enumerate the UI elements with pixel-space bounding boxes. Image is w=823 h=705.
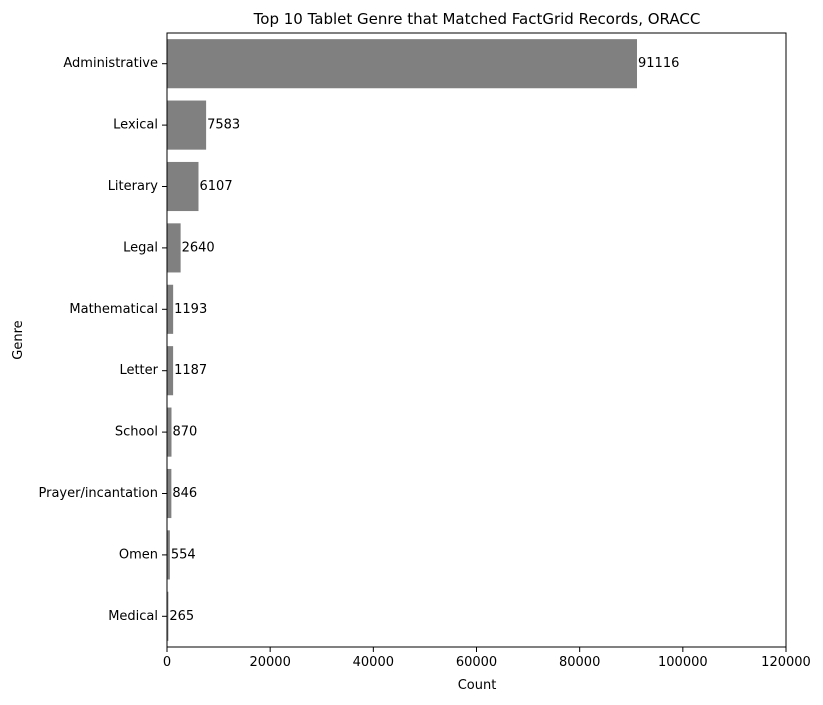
y-tick-label: Lexical — [113, 118, 158, 133]
data-label: 265 — [169, 609, 194, 624]
x-tick-label: 120000 — [761, 655, 811, 670]
y-axis: Administrative Lexical Literary Legal Mathem… — [38, 56, 167, 624]
chart-title: Top 10 Tablet Genre that Matched FactGri… — [253, 10, 701, 28]
data-label: 846 — [172, 486, 197, 501]
data-label: 7583 — [207, 118, 240, 133]
data-label: 91116 — [638, 56, 679, 71]
y-tick-label: Legal — [123, 240, 158, 255]
data-label: 870 — [172, 425, 197, 440]
data-labels-layer: 91116 7583 6107 2640 1193 1187 870 846 554 265 — [169, 56, 679, 624]
data-label: 1187 — [174, 363, 207, 378]
bar-medical — [167, 591, 169, 641]
y-tick-label: Literary — [108, 179, 159, 194]
data-label: 554 — [171, 547, 196, 562]
bar-mathematical — [167, 284, 174, 334]
data-label: 6107 — [200, 179, 233, 194]
x-tick-label: 0 — [163, 655, 171, 670]
x-tick-label: 100000 — [658, 655, 708, 670]
bar-literary — [167, 161, 199, 212]
bar-omen — [167, 530, 170, 580]
x-tick-label: 80000 — [559, 655, 600, 670]
bar-school — [167, 407, 172, 457]
bars-layer — [167, 39, 638, 641]
y-tick-label: School — [115, 425, 158, 440]
bar-administrative — [167, 39, 638, 89]
y-tick-label: Administrative — [63, 56, 158, 71]
y-tick-label: Mathematical — [69, 302, 158, 317]
y-tick-label: Omen — [119, 547, 158, 562]
bar-letter — [167, 346, 174, 396]
y-tick-label: Medical — [108, 609, 158, 624]
x-axis: 0 20000 40000 60000 80000 100000 120000 — [163, 647, 811, 670]
y-tick-label: Letter — [119, 363, 158, 378]
y-tick-label: Prayer/incantation — [38, 486, 158, 501]
bar-prayer-incantation — [167, 468, 172, 519]
x-axis-label: Count — [458, 678, 497, 693]
x-tick-label: 60000 — [456, 655, 497, 670]
bar-legal — [167, 223, 181, 273]
plot-frame — [166, 32, 787, 648]
data-label: 2640 — [182, 240, 215, 255]
y-axis-label: Genre — [11, 320, 26, 359]
bar-lexical — [167, 100, 207, 150]
x-tick-label: 40000 — [353, 655, 394, 670]
data-label: 1193 — [174, 302, 207, 317]
x-tick-label: 20000 — [249, 655, 290, 670]
